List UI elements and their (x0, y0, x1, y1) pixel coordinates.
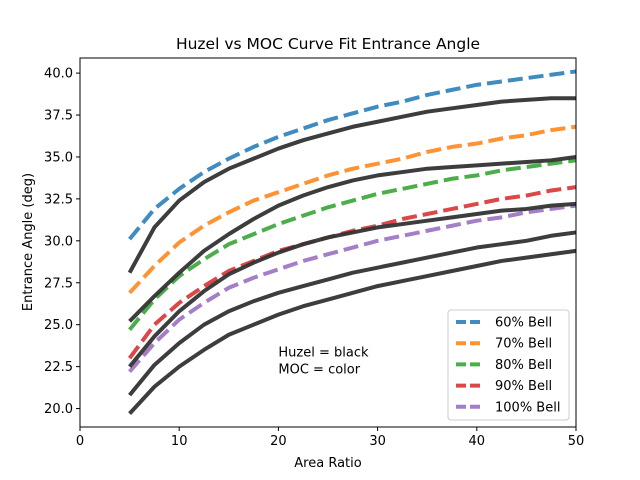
y-tick-label: 40.0 (44, 67, 73, 82)
moc-series-line (128, 203, 577, 373)
x-tick-label: 0 (76, 434, 84, 449)
legend-items: 60% Bell 70% Bell 80% Bell 90% Bell 100% Bel… (456, 316, 560, 415)
y-axis-label: Entrance Angle (deg) (21, 173, 36, 311)
y-tick-label: 22.5 (44, 360, 73, 375)
moc-series-line (128, 158, 577, 331)
x-tick-label: 20 (270, 434, 287, 449)
legend-label: 90% Bell (495, 379, 552, 394)
moc-series-line (128, 124, 577, 295)
y-tick-label: 37.5 (44, 109, 73, 124)
huzel-series-line (128, 201, 577, 368)
huzel-series-line (128, 154, 577, 323)
series-layer (127, 69, 577, 415)
huzel-series-line (128, 248, 577, 415)
huzel-series-line (127, 96, 576, 274)
chart-title: Huzel vs MOC Curve Fit Entrance Angle (176, 35, 480, 53)
legend-box (447, 309, 570, 421)
annotation-text: Huzel = black (278, 346, 369, 361)
legend: 60% Bell 70% Bell 80% Bell 90% Bell 100% Bel… (447, 309, 570, 421)
huzel-series-line (128, 230, 577, 397)
y-tick-label: 20.0 (44, 402, 73, 417)
x-axis: 0 10 20 30 40 50 (76, 427, 584, 449)
legend-label: 80% Bell (495, 358, 552, 373)
moc-series-line (128, 69, 577, 241)
x-axis-label: Area Ratio (294, 456, 361, 471)
x-tick-label: 10 (171, 434, 188, 449)
x-tick-label: 30 (369, 434, 386, 449)
y-tick-label: 25.0 (44, 318, 73, 333)
x-tick-label: 50 (568, 434, 585, 449)
y-axis: 20.0 22.5 25.0 27.5 30.0 32.5 35.0 37.5 40.0 (44, 67, 80, 417)
plot-frame (79, 57, 577, 428)
x-tick-label: 40 (469, 434, 486, 449)
y-tick-label: 35.0 (44, 150, 73, 165)
y-tick-label: 27.5 (44, 276, 73, 291)
y-tick-label: 30.0 (44, 234, 73, 249)
legend-label: 70% Bell (495, 337, 552, 352)
y-tick-label: 32.5 (44, 192, 73, 207)
legend-label: 60% Bell (495, 316, 552, 331)
annotation-text: MOC = color (278, 362, 360, 377)
legend-label: 100% Bell (495, 400, 560, 415)
